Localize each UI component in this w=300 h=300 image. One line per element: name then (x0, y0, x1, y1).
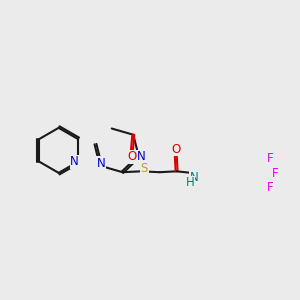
Text: H: H (185, 176, 194, 189)
Text: O: O (171, 143, 180, 156)
Text: N: N (137, 150, 146, 163)
Text: N: N (190, 171, 199, 184)
Text: N: N (70, 155, 79, 168)
Text: F: F (267, 181, 273, 194)
Text: N: N (97, 157, 105, 170)
Text: S: S (141, 162, 148, 175)
Text: F: F (272, 167, 278, 180)
Text: O: O (127, 150, 136, 164)
Text: F: F (267, 152, 273, 165)
